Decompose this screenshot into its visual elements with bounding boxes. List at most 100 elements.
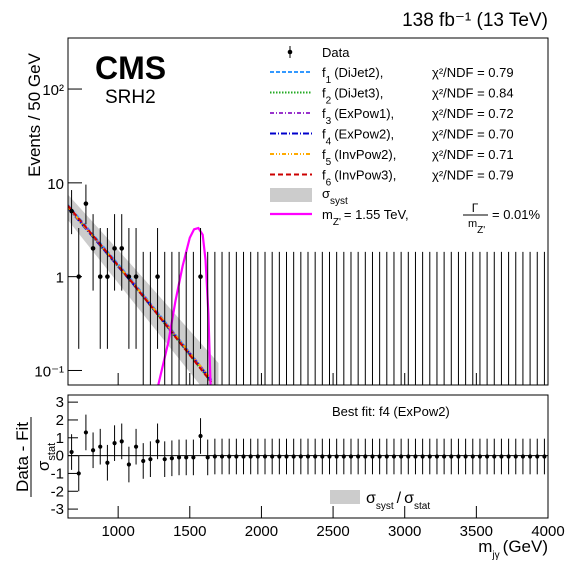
residual-point xyxy=(485,454,490,459)
legend-label-part: 1 xyxy=(326,75,332,86)
fit-line xyxy=(68,205,213,383)
legend-label-part: (ExPow1), xyxy=(334,106,394,121)
residual-point xyxy=(219,454,225,459)
residual-point xyxy=(270,454,275,459)
x-tick-label: 4000 xyxy=(531,523,564,540)
residual-point xyxy=(513,454,518,459)
ratio-legend-label-part: stat xyxy=(414,501,430,512)
ratio-y-label: Data - Fit xyxy=(13,422,32,492)
legend-label-part: f xyxy=(322,168,326,183)
residual-point xyxy=(69,449,74,455)
legend-label: f2 (DiJet3), xyxy=(322,86,383,107)
residual-point xyxy=(133,444,139,449)
residual-point xyxy=(112,441,117,446)
ratio-legend-swatch xyxy=(330,490,360,504)
residual-point xyxy=(470,454,475,459)
legend-label-part: f xyxy=(322,86,326,101)
residual-point xyxy=(456,454,461,459)
data-point xyxy=(105,274,110,279)
residual-point xyxy=(241,454,246,459)
residual-point xyxy=(320,454,325,459)
residual-point xyxy=(520,454,526,459)
residual-point xyxy=(234,454,239,459)
legend-label-part: Z' xyxy=(477,225,485,236)
ratio-y-label-part: σ xyxy=(34,460,53,471)
legend-label: mZ' xyxy=(468,218,485,236)
residual-point xyxy=(356,454,361,459)
residual-point xyxy=(298,454,303,459)
residual-point xyxy=(377,454,382,459)
x-label-part: m xyxy=(478,537,492,556)
ratio-legend-label-part: syst xyxy=(376,501,394,512)
residual-point xyxy=(313,454,318,459)
residual-point xyxy=(413,454,418,459)
legend-label: f3 (ExPow1), xyxy=(322,106,394,127)
x-tick-label: 3000 xyxy=(388,523,421,540)
residual-point xyxy=(277,454,282,459)
ratio-y-tick-label: 3 xyxy=(56,394,64,411)
residual-point xyxy=(434,454,440,459)
legend-chi2: χ²/NDF = 0.70 xyxy=(432,127,514,142)
legend-label-part: (DiJet2), xyxy=(334,65,383,80)
x-tick-label: 2000 xyxy=(245,523,278,540)
residual-point xyxy=(162,457,167,462)
residual-point xyxy=(191,455,196,460)
y-tick-label: 10⁻¹ xyxy=(34,363,64,380)
residual-point xyxy=(119,439,124,444)
residual-point xyxy=(449,454,454,459)
residual-point xyxy=(184,455,189,460)
ratio-y-label-part: stat xyxy=(46,443,58,461)
residual-point xyxy=(399,454,404,459)
residual-point xyxy=(291,454,296,459)
legend-chi2: χ²/NDF = 0.71 xyxy=(432,147,514,162)
residual-point xyxy=(527,454,533,459)
ratio-y-label-bottom: σstat xyxy=(34,443,58,471)
legend-label: = 0.01% xyxy=(492,207,541,222)
legend-chi2: χ²/NDF = 0.84 xyxy=(432,86,514,101)
legend-label-part: m xyxy=(468,218,477,230)
x-label-part: (GeV) xyxy=(503,537,548,556)
y-label: Events / 50 GeV xyxy=(25,52,44,176)
x-label-part: jγ xyxy=(491,550,499,561)
data-point xyxy=(126,274,132,279)
legend-label-part: (ExPow2), xyxy=(334,127,394,142)
residual-point xyxy=(542,454,547,459)
residual-point xyxy=(98,444,103,449)
legend-label: Data xyxy=(322,45,350,60)
legend-label-part: f xyxy=(322,147,326,162)
residual-point xyxy=(227,454,232,459)
signal-line xyxy=(157,226,212,385)
legend-label-part: m xyxy=(322,207,333,222)
legend-label-part: (DiJet3), xyxy=(334,86,383,101)
residual-point xyxy=(262,454,268,459)
residual-point xyxy=(148,457,153,462)
residual-point xyxy=(535,454,540,459)
residual-point xyxy=(463,454,468,459)
legend-label-part: f xyxy=(322,106,326,121)
legend-data-marker xyxy=(287,49,293,55)
data-point xyxy=(97,274,103,279)
legend-label: f5 (InvPow2), xyxy=(322,147,396,168)
legend-chi2: χ²/NDF = 0.79 xyxy=(432,168,514,183)
y-tick-label: 1 xyxy=(56,270,64,287)
residual-point xyxy=(363,454,368,459)
x-tick-label: 2500 xyxy=(316,523,349,540)
residual-point xyxy=(198,433,203,439)
legend-label-part: = 1.55 TeV, xyxy=(344,207,409,222)
residual-point xyxy=(391,454,397,459)
ratio-y-tick-label: -3 xyxy=(51,501,64,518)
legend-label-part: f xyxy=(322,127,326,142)
legend-chi2: χ²/NDF = 0.72 xyxy=(432,106,514,121)
data-point xyxy=(155,274,160,279)
best-fit: Best fit: f4 (ExPow2) xyxy=(332,404,450,419)
residual-point xyxy=(442,454,447,459)
legend-label: mZ' = 1.55 TeV, xyxy=(322,207,409,228)
residual-point xyxy=(427,454,432,459)
data-point xyxy=(83,201,89,206)
residual-point xyxy=(477,454,483,459)
residual-point xyxy=(506,454,511,459)
ratio-y-tick-label: 1 xyxy=(56,430,64,447)
x-tick-label: 1500 xyxy=(173,523,206,540)
residual-point xyxy=(248,454,253,459)
legend-label-part: f xyxy=(322,65,326,80)
